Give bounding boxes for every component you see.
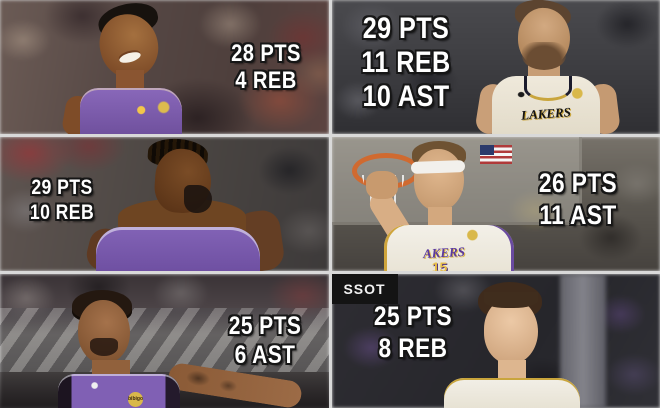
stat-overlay: 29 PTS 10 REB — [20, 175, 104, 225]
player-hair-fringe — [483, 292, 538, 308]
sponsor-patch: bibigo — [128, 392, 143, 407]
stat-overlay: 26 PTS 11 AST — [529, 167, 626, 231]
stat-overlay: 28 PTS 4 REB — [222, 40, 309, 94]
panel-middle-right: AKERS 15 26 PTS 11 AST — [331, 137, 660, 271]
stat-line: 28 PTS — [231, 40, 301, 67]
stat-overlay: 25 PTS 6 AST — [219, 312, 311, 370]
player-fist — [365, 171, 398, 199]
panel-middle-left: 29 PTS 10 REB — [0, 137, 329, 271]
player-mustache — [90, 338, 118, 356]
stat-line: 8 REB — [378, 333, 447, 363]
purple-jersey — [58, 374, 180, 408]
player-neck — [427, 207, 452, 229]
jersey-number: 15 — [431, 259, 448, 271]
stat-line: 25 PTS — [373, 301, 452, 331]
stat-line: 26 PTS — [538, 168, 617, 198]
arena-sign: SSOT — [331, 274, 398, 304]
stat-overlay: 29 PTS 11 REB 10 AST — [355, 12, 456, 114]
stat-line: 11 REB — [360, 46, 451, 79]
us-flag-canton — [479, 145, 494, 155]
panel-top-left: 28 PTS 4 REB — [0, 0, 329, 134]
player-beard — [184, 185, 212, 213]
purple-jersey — [80, 88, 182, 134]
player-beard — [521, 42, 566, 70]
player-head — [413, 149, 464, 211]
white-jersey — [443, 378, 580, 408]
white-lakers-jersey — [383, 225, 514, 271]
panel-bottom-right: SSOT 25 PTS 8 REB — [331, 274, 660, 408]
player-headband — [410, 160, 465, 174]
jersey-neckline-trim — [523, 76, 572, 101]
stat-overlay: 25 PTS 8 REB — [358, 300, 467, 364]
stat-line: 25 PTS — [228, 312, 302, 340]
stat-line: 4 REB — [235, 67, 297, 94]
stat-line: 6 AST — [234, 341, 296, 369]
stat-line: 11 AST — [538, 200, 617, 230]
panel-bottom-left: bibigo 25 PTS 6 AST — [0, 274, 329, 408]
stat-line: 10 AST — [361, 80, 450, 113]
stat-line: 29 PTS — [362, 12, 449, 45]
panel-top-right: LAKERS 29 PTS 11 REB 10 AST — [331, 0, 660, 134]
hazard-stripe-barrier — [0, 308, 329, 372]
player-head — [483, 298, 538, 364]
stat-line: 29 PTS — [31, 176, 93, 199]
purple-jersey — [96, 227, 260, 271]
stat-line: 10 REB — [29, 201, 95, 224]
